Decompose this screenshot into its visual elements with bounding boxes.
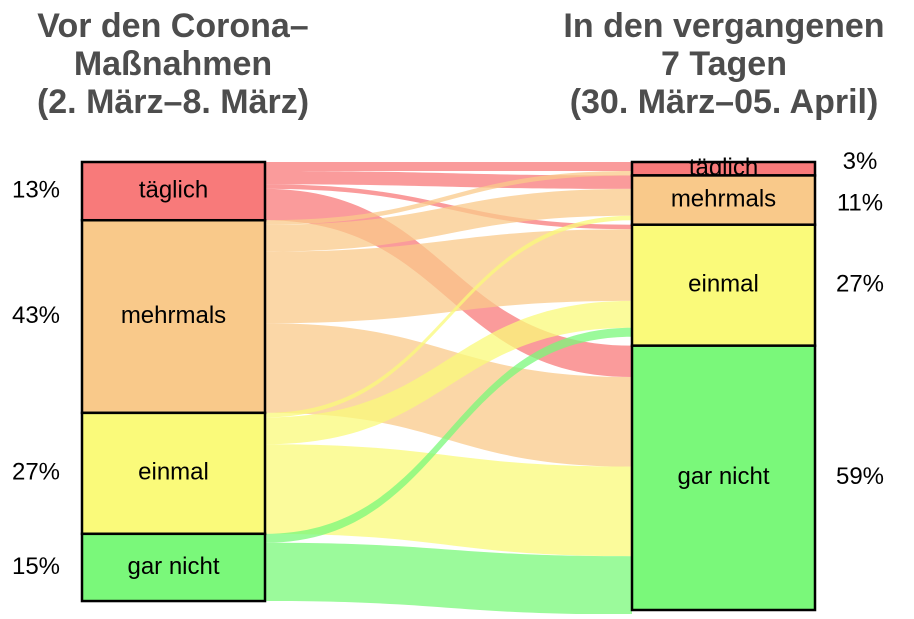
stratum-label: gar nicht [127, 553, 219, 580]
percent-label: 3% [843, 148, 878, 175]
percent-label: 43% [12, 302, 60, 329]
axis-title: (30. März–05. April) [570, 83, 879, 121]
axis-title: In den vergangenen [563, 7, 884, 45]
axis-title: (2. März–8. März) [37, 83, 309, 121]
stratum-label: mehrmals [121, 302, 226, 329]
strata: täglich 13% mehrmals 43% einmal 27% gar nicht 1… [12, 148, 884, 612]
percent-label: 15% [12, 553, 60, 580]
percent-label: 11% [837, 189, 883, 216]
flow [265, 444, 632, 557]
stratum [630, 174, 817, 226]
axis-title: Maßnahmen [74, 45, 272, 83]
stratum-label: gar nicht [677, 463, 769, 490]
stratum-label: mehrmals [671, 185, 776, 212]
stratum [80, 411, 267, 536]
flow [265, 215, 632, 418]
flows [265, 162, 632, 615]
stratum [80, 218, 267, 415]
flow [265, 327, 632, 543]
stratum-label: einmal [138, 459, 209, 486]
flow [265, 170, 632, 225]
stratum [80, 532, 267, 603]
flow [265, 188, 632, 252]
flow [265, 229, 632, 324]
flow [265, 300, 632, 445]
stratum-label: täglich [139, 176, 208, 203]
axis-title: Vor den Corona– [37, 7, 308, 45]
flow [265, 162, 632, 171]
flow [265, 175, 632, 534]
flow [265, 184, 632, 230]
percent-label: 27% [12, 459, 60, 486]
percent-label: 59% [836, 463, 884, 490]
stratum-label: einmal [688, 271, 759, 298]
flow [265, 323, 632, 467]
flow [265, 170, 632, 189]
percent-label: 13% [12, 176, 60, 203]
stratum [630, 223, 817, 347]
axis-title: 7 Tagen [661, 45, 787, 83]
stratum [630, 344, 817, 612]
flow [265, 542, 632, 615]
percent-label: 27% [836, 271, 884, 298]
